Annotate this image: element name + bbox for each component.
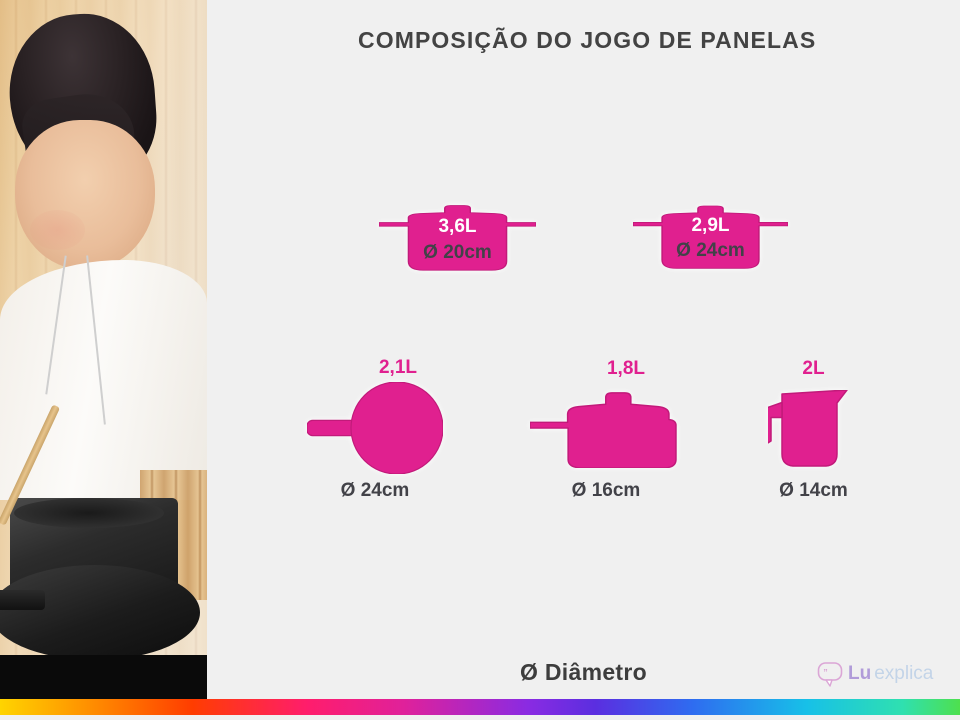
svg-text:”: ”: [823, 668, 828, 678]
